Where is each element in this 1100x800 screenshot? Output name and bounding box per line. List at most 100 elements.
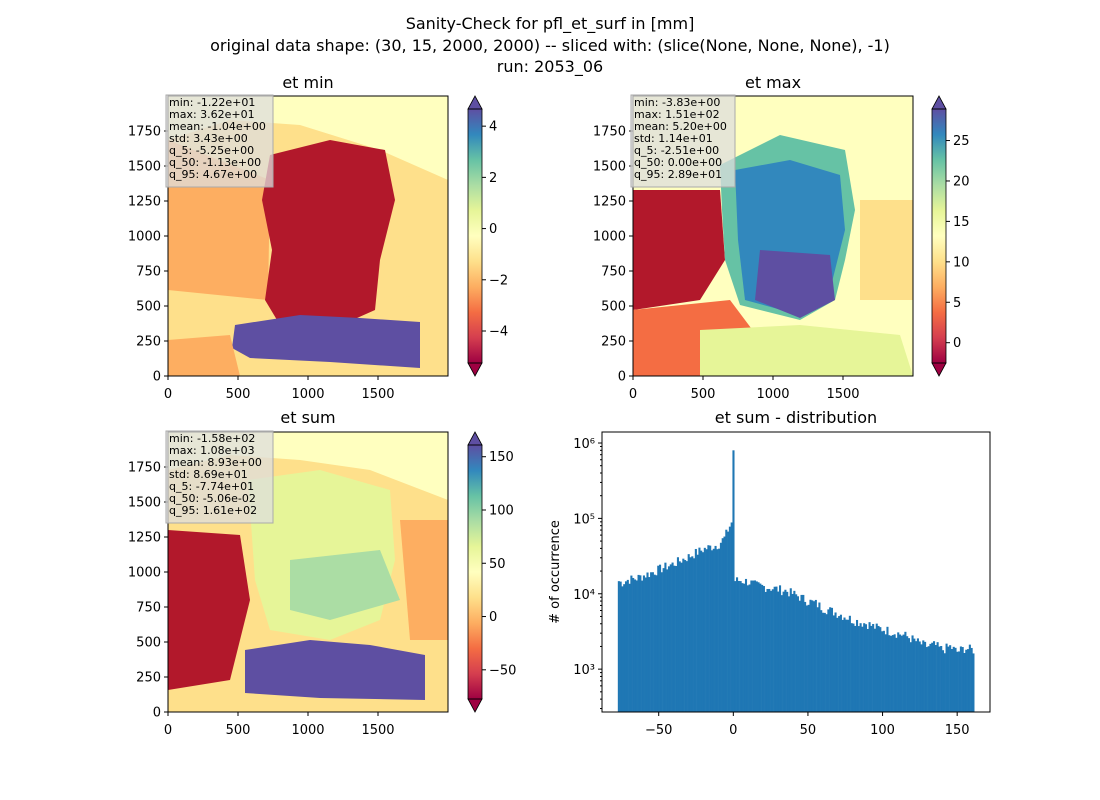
histogram-bar <box>786 591 789 712</box>
stat-mean: mean: -1.04e+00 <box>169 120 266 133</box>
histogram-bar <box>664 562 667 712</box>
histogram-bar <box>918 641 921 712</box>
histogram-bar <box>884 634 887 712</box>
histogram-bar <box>624 581 628 712</box>
histogram-bar <box>875 623 878 712</box>
histogram-bar <box>859 623 862 712</box>
colorbar-gradient <box>932 109 946 363</box>
y-tick-label: 1000 <box>128 230 161 245</box>
colorbar-extend-min <box>467 362 483 377</box>
stats-box-background <box>165 430 274 524</box>
y-tick-label: 750 <box>136 601 161 616</box>
histogram-bar <box>628 583 631 712</box>
histogram-bar <box>932 641 936 712</box>
colorbar-frame <box>931 108 947 364</box>
histogram-bar <box>820 610 823 712</box>
histogram-bar <box>746 585 749 712</box>
histogram-bar <box>630 575 633 712</box>
y-tick-label: 1750 <box>128 461 161 476</box>
histogram-bar <box>898 634 902 712</box>
histogram-bar <box>659 564 662 712</box>
colorbar-ticks: −50 0 50 100 150 <box>482 450 516 678</box>
histogram-bar <box>657 565 660 712</box>
histogram-bar <box>768 588 771 712</box>
histogram-bar <box>736 577 739 712</box>
histogram-bar <box>741 583 744 712</box>
histogram-bar <box>791 593 794 712</box>
histogram-bar <box>678 561 681 712</box>
histogram-bar <box>895 637 898 712</box>
histogram-bar <box>850 623 853 712</box>
colorbar-tick-label: 0 <box>953 336 961 351</box>
heatmap-region-east <box>380 180 448 300</box>
histogram-bar <box>949 645 952 712</box>
histogram-bar <box>816 607 819 712</box>
y-tick-label: 10³ <box>573 663 595 678</box>
histogram-bar <box>675 565 678 712</box>
x-tick-label: 0 <box>629 387 637 402</box>
y-tick-label: 250 <box>136 671 161 686</box>
histogram-bar <box>881 631 884 712</box>
stat-q95: q_95: 1.61e+02 <box>169 504 257 517</box>
histogram-bar <box>841 619 844 712</box>
histogram-bar <box>712 548 715 712</box>
panel-et-max: et max 0 500 1000 1500 0 250 <box>593 73 970 402</box>
histogram-bar <box>680 562 683 712</box>
histogram-bar <box>958 651 961 712</box>
heatmap-region-west <box>168 530 250 690</box>
histogram-bar <box>701 552 705 712</box>
histogram-bar <box>925 647 928 712</box>
histogram-bar <box>642 575 645 712</box>
x-tick-label: 150 <box>945 723 970 738</box>
histogram-bar <box>863 623 866 712</box>
stat-q50: q_50: 0.00e+00 <box>634 156 722 169</box>
histogram-bar <box>682 558 685 712</box>
histogram-bar <box>666 569 669 712</box>
histogram-bar <box>886 626 889 712</box>
histogram-bar <box>662 568 665 712</box>
histogram-bar <box>963 653 966 712</box>
x-tick-label: 0 <box>164 723 172 738</box>
histogram-bar <box>924 641 927 712</box>
histogram-bar <box>784 589 787 712</box>
stat-min: min: -1.58e+02 <box>169 432 255 445</box>
stat-q50: q_50: -1.13e+00 <box>169 156 261 169</box>
histogram-bar <box>800 594 803 712</box>
histogram-bar <box>718 548 721 712</box>
panel-title-distribution: et sum - distribution <box>715 408 877 427</box>
histogram-bar <box>843 617 846 712</box>
x-tick-label: 50 <box>800 723 817 738</box>
histogram-bar <box>773 586 776 712</box>
histogram-bar <box>771 589 774 712</box>
y-axis-label: # of occurrence <box>548 520 563 624</box>
y-tick-label: 1500 <box>128 496 161 511</box>
histogram-bar <box>719 542 722 712</box>
y-axis: 10³ 10⁴ 10⁵ 10⁶ <box>573 437 602 710</box>
colorbar-gradient <box>468 109 482 363</box>
histogram-bar <box>743 583 746 712</box>
y-tick-label: 250 <box>136 335 161 350</box>
colorbar-extend-max <box>931 95 947 110</box>
histogram-bar <box>676 557 679 712</box>
heatmap-region-west <box>633 190 725 310</box>
histogram-bar <box>891 635 894 712</box>
colorbar-tick-label: −4 <box>489 324 508 339</box>
x-tick-label: 100 <box>870 723 895 738</box>
colorbar-extend-max <box>467 431 483 446</box>
histogram-bar <box>696 554 699 712</box>
histogram-bar <box>732 450 735 712</box>
y-tick-label: 0 <box>153 706 161 721</box>
histogram-bar <box>687 554 690 712</box>
histogram-bar <box>952 646 955 712</box>
histogram-bar <box>798 600 801 712</box>
histogram-bar <box>927 646 930 712</box>
histogram-bar <box>728 526 731 712</box>
colorbar-tick-label: 0 <box>489 222 497 237</box>
histogram-bar <box>669 564 672 712</box>
histogram-bar <box>744 578 748 712</box>
histogram-bar <box>913 638 916 712</box>
histogram-bar <box>907 638 911 712</box>
stats-box: min: -3.83e+00 max: 1.51e+02 mean: 5.20e… <box>630 94 736 188</box>
histogram-bar <box>804 601 807 712</box>
histogram-bar <box>857 626 860 712</box>
